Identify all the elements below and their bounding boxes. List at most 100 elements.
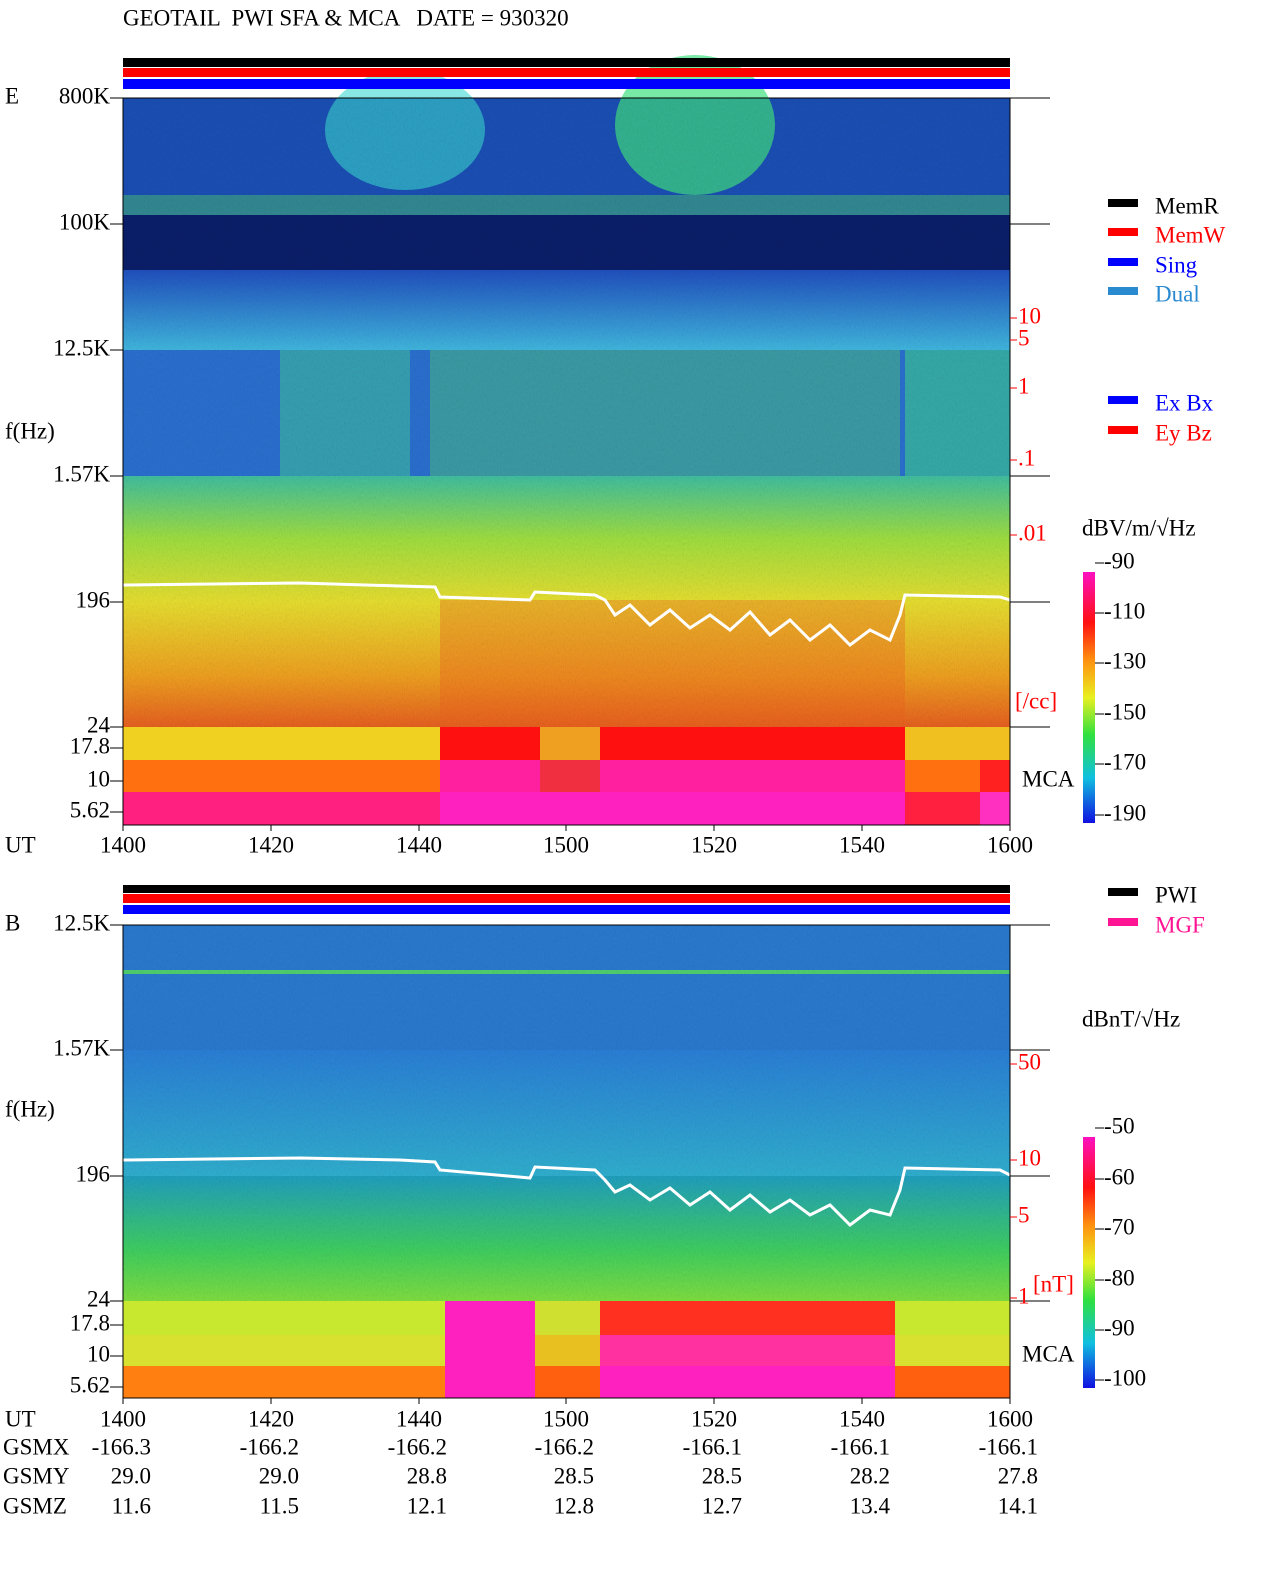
orbit-value: 29.0 bbox=[259, 1463, 299, 1488]
mca-band bbox=[535, 1301, 600, 1335]
x-axis-label: UT bbox=[5, 1406, 36, 1431]
mca-band bbox=[535, 1366, 600, 1398]
density-tick-label: .01 bbox=[1018, 520, 1047, 545]
orbit-value: 11.6 bbox=[112, 1493, 151, 1518]
mca-band bbox=[445, 1335, 535, 1366]
mca-band bbox=[905, 792, 980, 825]
x-tick-label: 1500 bbox=[543, 1406, 589, 1431]
colorbar-tick-label: -90 bbox=[1104, 548, 1135, 573]
orbit-row-name: GSMY bbox=[3, 1463, 70, 1488]
mca-band bbox=[535, 1335, 600, 1366]
x-tick-label: 1520 bbox=[691, 1406, 737, 1431]
mca-band bbox=[600, 727, 905, 760]
status-bar bbox=[123, 58, 1010, 67]
y-tick-label: 5.62 bbox=[70, 797, 110, 822]
orbit-value: -166.1 bbox=[683, 1434, 742, 1459]
mca-band bbox=[540, 760, 600, 792]
x-tick-label: 1400 bbox=[100, 1406, 146, 1431]
mca-band bbox=[440, 792, 905, 825]
mca-band bbox=[440, 760, 540, 792]
title: GEOTAIL PWI SFA & MCA DATE = 930320 bbox=[123, 5, 569, 30]
mca-band bbox=[540, 727, 600, 760]
status-bar bbox=[123, 79, 1010, 89]
colorbar-label: dBV/m/√Hz bbox=[1082, 515, 1196, 540]
density-tick-label: 1 bbox=[1018, 1283, 1030, 1308]
noise-texture bbox=[123, 98, 1010, 727]
colorbar bbox=[1083, 1137, 1095, 1388]
density-tick-label: .1 bbox=[1018, 445, 1035, 470]
mca-band bbox=[905, 760, 980, 792]
density-tick-label: 50 bbox=[1018, 1049, 1041, 1074]
legend-swatch bbox=[1108, 258, 1138, 266]
x-tick-label: 1600 bbox=[987, 1406, 1033, 1431]
legend-label: Ex Bx bbox=[1155, 390, 1214, 415]
colorbar-tick-label: -70 bbox=[1104, 1214, 1135, 1239]
colorbar-tick-label: -100 bbox=[1104, 1365, 1146, 1390]
orbit-value: 12.8 bbox=[554, 1493, 594, 1518]
x-tick-label: 1440 bbox=[396, 1406, 442, 1431]
mca-band bbox=[123, 1335, 445, 1366]
orbit-value: 29.0 bbox=[111, 1463, 151, 1488]
legend-swatch bbox=[1108, 228, 1138, 236]
density-unit: [nT] bbox=[1033, 1271, 1074, 1296]
status-bar bbox=[123, 885, 1010, 893]
y-tick-label: 24 bbox=[87, 1286, 111, 1311]
colorbar-tick-label: -190 bbox=[1104, 800, 1146, 825]
mca-band bbox=[895, 1301, 1010, 1335]
legend-label: MGF bbox=[1155, 912, 1205, 937]
y-tick-label: 100K bbox=[59, 209, 111, 234]
x-tick-label: 1400 bbox=[100, 832, 146, 857]
mca-band bbox=[600, 1301, 895, 1335]
colorbar-tick-label: -150 bbox=[1104, 699, 1146, 724]
orbit-value: 28.2 bbox=[850, 1463, 890, 1488]
colorbar bbox=[1083, 572, 1095, 823]
density-tick-label: 10 bbox=[1018, 303, 1041, 328]
mca-band bbox=[600, 1335, 895, 1366]
legend-swatch bbox=[1108, 287, 1138, 295]
legend-swatch bbox=[1108, 918, 1138, 926]
colorbar-tick-label: -50 bbox=[1104, 1113, 1135, 1138]
x-tick-label: 1520 bbox=[691, 832, 737, 857]
y-tick-label: 17.8 bbox=[70, 1310, 110, 1335]
orbit-value: 12.1 bbox=[407, 1493, 447, 1518]
mca-band bbox=[123, 760, 440, 792]
density-tick-label: 5 bbox=[1018, 1202, 1030, 1227]
mca-bands bbox=[123, 727, 1010, 1398]
x-tick-label: 1500 bbox=[543, 832, 589, 857]
orbit-value: 12.7 bbox=[702, 1493, 742, 1518]
orbit-value: -166.2 bbox=[240, 1434, 299, 1459]
x-tick-label: 1600 bbox=[987, 832, 1033, 857]
colorbar-label: dBnT/√Hz bbox=[1082, 1006, 1180, 1031]
x-tick-label: 1440 bbox=[396, 832, 442, 857]
y-tick-label: 17.8 bbox=[70, 733, 110, 758]
legend-label: Dual bbox=[1155, 281, 1200, 306]
mca-band bbox=[980, 792, 1010, 825]
mca-band bbox=[600, 1366, 895, 1398]
mca-label: MCA bbox=[1022, 766, 1075, 791]
y-tick-label: 12.5K bbox=[53, 335, 110, 360]
y-tick-label: 1.57K bbox=[53, 461, 110, 486]
orbit-value: 28.8 bbox=[407, 1463, 447, 1488]
y-tick-label: 10 bbox=[87, 766, 110, 791]
mca-band bbox=[123, 727, 440, 760]
legend-swatch bbox=[1108, 199, 1138, 207]
y-tick-label: 24 bbox=[87, 712, 111, 737]
mca-band bbox=[440, 727, 540, 760]
density-tick-label: 1 bbox=[1018, 373, 1030, 398]
orbit-value: -166.1 bbox=[831, 1434, 890, 1459]
x-tick-label: 1420 bbox=[248, 1406, 294, 1431]
x-tick-label: 1420 bbox=[248, 832, 294, 857]
panel-label: E bbox=[5, 83, 19, 108]
colorbar-tick-label: -60 bbox=[1104, 1164, 1135, 1189]
legend-swatch bbox=[1108, 396, 1138, 404]
mca-band bbox=[895, 1335, 1010, 1366]
status-bar bbox=[123, 68, 1010, 77]
orbit-value: -166.2 bbox=[388, 1434, 447, 1459]
orbit-value: 28.5 bbox=[702, 1463, 742, 1488]
y-tick-label: 5.62 bbox=[70, 1372, 110, 1397]
mca-band bbox=[123, 792, 440, 825]
y-tick-label: 10 bbox=[87, 1341, 110, 1366]
legend-label: Sing bbox=[1155, 252, 1198, 277]
